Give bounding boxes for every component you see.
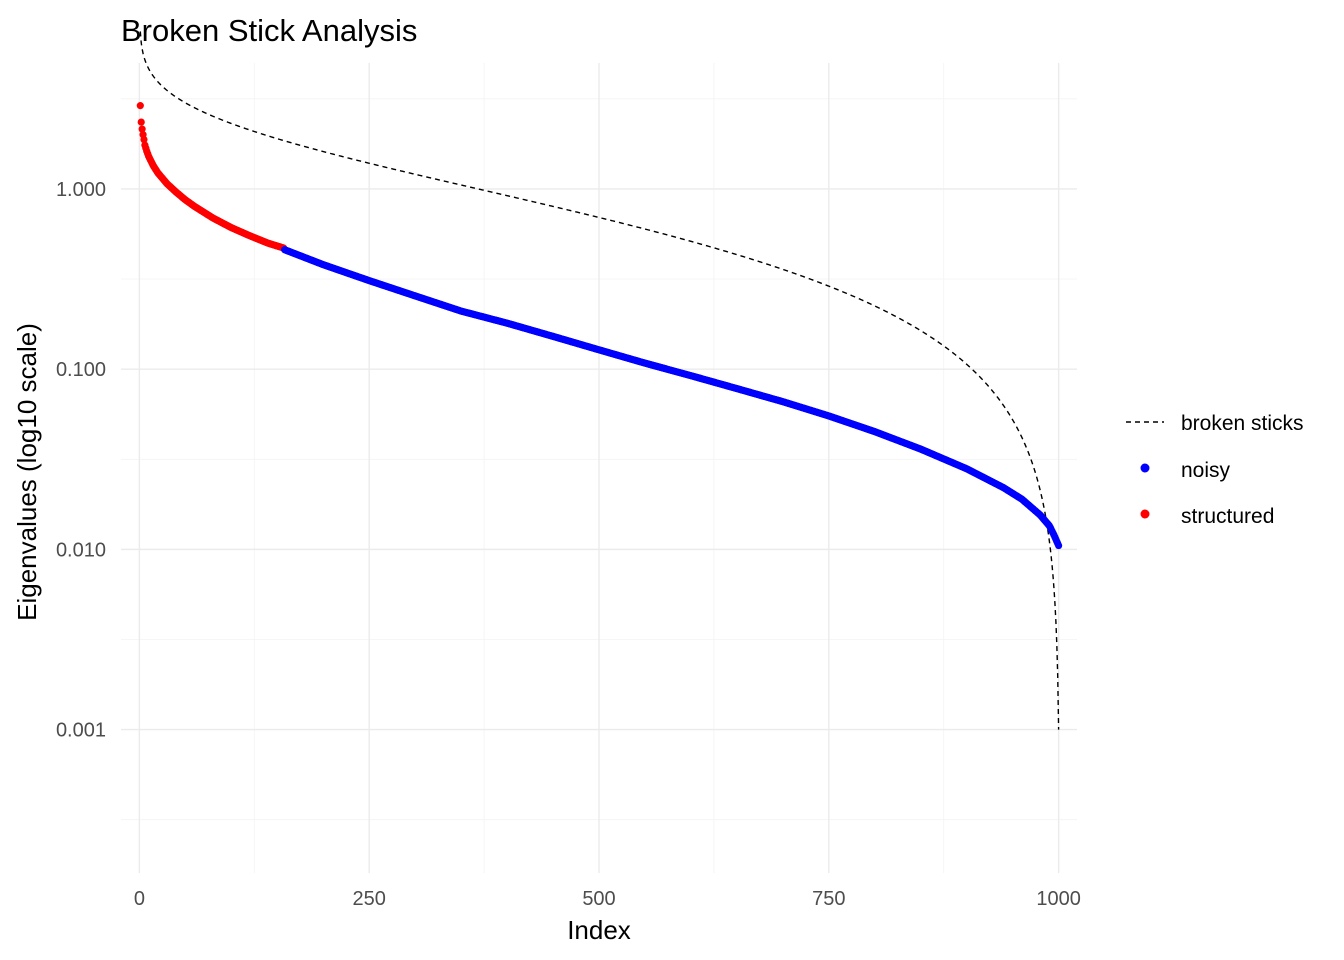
legend: broken sticks noisy structured [1126, 412, 1304, 528]
x-tick-label: 0 [134, 888, 145, 910]
x-axis-title: Index [567, 915, 631, 945]
legend-label-structured: structured [1181, 505, 1274, 528]
y-tick-label: 0.001 [56, 720, 106, 742]
x-tick-label: 250 [353, 888, 386, 910]
noisy-point [1055, 541, 1063, 550]
structured-point [137, 118, 145, 126]
y-tick-label: 1.000 [56, 179, 106, 201]
structured-points [136, 102, 288, 252]
y-tick-label: 0.100 [56, 359, 106, 381]
legend-key-structured [1140, 509, 1150, 519]
y-axis-title: Eigenvalues (log10 scale) [12, 323, 42, 621]
axis-tick-labels: 0 250 500 750 1000 0.001 0.010 0.100 1.000 [56, 179, 1081, 910]
x-tick-label: 500 [582, 888, 615, 910]
x-tick-label: 1000 [1036, 888, 1081, 910]
structured-point [136, 102, 144, 110]
chart-title: Broken Stick Analysis [121, 13, 417, 48]
noisy-points [281, 246, 1063, 550]
plot-series [136, 31, 1063, 730]
legend-label-noisy: noisy [1181, 459, 1231, 482]
grid-lines [121, 63, 1077, 873]
legend-label-broken-sticks: broken sticks [1181, 412, 1304, 435]
structured-point [140, 135, 148, 144]
x-tick-label: 750 [812, 888, 845, 910]
legend-key-noisy [1140, 463, 1150, 473]
structured-point [138, 125, 146, 133]
y-tick-label: 0.010 [56, 539, 106, 561]
